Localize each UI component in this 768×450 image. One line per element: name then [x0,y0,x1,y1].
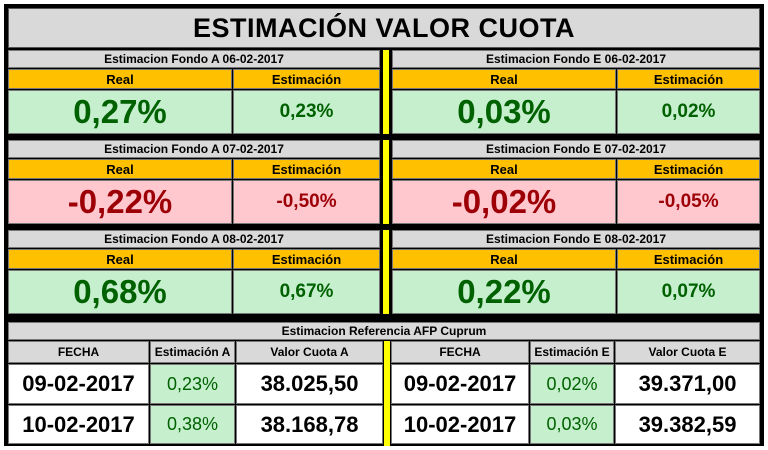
fondo-a-panel: Estimacion Fondo A 07-02-2017 Real Estim… [8,140,380,224]
reference-table: Estimacion Referencia AFP Cuprum FECHA E… [8,322,760,446]
fondo-e-header: Estimacion Fondo E 08-02-2017 [392,230,760,248]
estimation-table: ESTIMACIÓN VALOR CUOTA Estimacion Fondo … [4,4,764,446]
estimacion-label: Estimación [233,159,380,179]
fondo-e-header: Estimacion Fondo E 06-02-2017 [392,50,760,68]
real-value: 0,03% [392,90,616,134]
real-value: 0,22% [392,270,616,314]
estimacion-e-cell: 0,02% [530,364,614,404]
estimacion-label: Estimación [617,249,760,269]
divider [383,341,391,446]
valor-cuota-e-cell: 39.371,00 [615,364,760,404]
estimacion-label: Estimación [617,69,760,89]
estimacion-value: 0,07% [617,270,760,314]
reference-column-headers: FECHA Estimación A Valor Cuota A FECHA E… [8,341,760,363]
fecha-e-cell: 09-02-2017 [391,364,529,404]
fecha-a-cell: 10-02-2017 [8,405,149,444]
estimation-block-1: Estimacion Fondo A 06-02-2017 Real Estim… [8,50,760,134]
fondo-a-header: Estimacion Fondo A 07-02-2017 [8,140,380,158]
fondo-e-panel: Estimacion Fondo E 07-02-2017 Real Estim… [392,140,760,224]
fondo-a-header: Estimacion Fondo A 08-02-2017 [8,230,380,248]
reference-header: Estimacion Referencia AFP Cuprum [8,322,760,340]
divider [382,50,390,134]
fondo-a-panel: Estimacion Fondo A 06-02-2017 Real Estim… [8,50,380,134]
real-label: Real [392,249,616,269]
real-value: 0,68% [8,270,232,314]
estimacion-a-cell: 0,38% [150,405,235,444]
fondo-a-header: Estimacion Fondo A 06-02-2017 [8,50,380,68]
real-value: 0,27% [8,90,232,134]
fecha-a-cell: 09-02-2017 [8,364,149,404]
col-fecha-e: FECHA [391,341,529,363]
estimacion-value: -0,05% [617,180,760,224]
table-row: 09-02-2017 0,23% 38.025,50 09-02-2017 0,… [8,364,760,404]
estimacion-value: 0,23% [233,90,380,134]
fondo-e-panel: Estimacion Fondo E 08-02-2017 Real Estim… [392,230,760,314]
fondo-e-header: Estimacion Fondo E 07-02-2017 [392,140,760,158]
divider [382,230,390,314]
real-label: Real [8,159,232,179]
real-label: Real [392,69,616,89]
real-value: -0,02% [392,180,616,224]
valor-cuota-a-cell: 38.025,50 [236,364,383,404]
col-estimacion-e: Estimación E [530,341,614,363]
estimacion-label: Estimación [617,159,760,179]
page-title: ESTIMACIÓN VALOR CUOTA [8,8,760,48]
divider [382,140,390,224]
col-fecha-a: FECHA [8,341,149,363]
real-label: Real [8,249,232,269]
real-label: Real [8,69,232,89]
col-valor-cuota-e: Valor Cuota E [615,341,760,363]
col-valor-cuota-a: Valor Cuota A [236,341,383,363]
fondo-e-panel: Estimacion Fondo E 06-02-2017 Real Estim… [392,50,760,134]
estimacion-e-cell: 0,03% [530,405,614,444]
fondo-a-panel: Estimacion Fondo A 08-02-2017 Real Estim… [8,230,380,314]
col-estimacion-a: Estimación A [150,341,235,363]
real-label: Real [392,159,616,179]
estimacion-label: Estimación [233,69,380,89]
estimacion-a-cell: 0,23% [150,364,235,404]
real-value: -0,22% [8,180,232,224]
valor-cuota-a-cell: 38.168,78 [236,405,383,444]
estimacion-value: 0,67% [233,270,380,314]
estimacion-label: Estimación [233,249,380,269]
valor-cuota-e-cell: 39.382,59 [615,405,760,444]
estimation-block-2: Estimacion Fondo A 07-02-2017 Real Estim… [8,140,760,224]
estimacion-value: 0,02% [617,90,760,134]
table-row: 10-02-2017 0,38% 38.168,78 10-02-2017 0,… [8,405,760,444]
estimacion-value: -0,50% [233,180,380,224]
fecha-e-cell: 10-02-2017 [391,405,529,444]
estimation-block-3: Estimacion Fondo A 08-02-2017 Real Estim… [8,230,760,314]
